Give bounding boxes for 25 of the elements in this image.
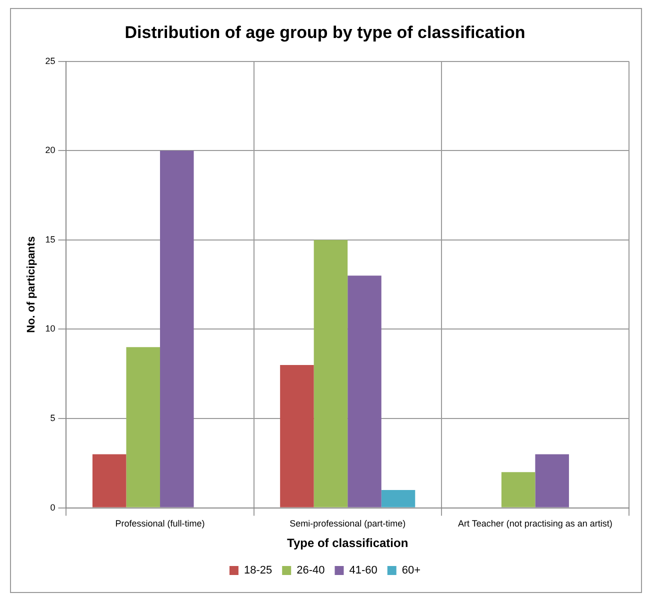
y-axis-title: No. of participants: [26, 236, 38, 333]
x-tick-label: Semi-professional (part-time): [290, 518, 406, 529]
bar: [348, 276, 382, 508]
y-tick-label: 20: [45, 145, 56, 156]
legend-label: 60+: [402, 564, 421, 577]
bar: [160, 150, 194, 508]
bar: [381, 490, 416, 508]
bar: [501, 472, 536, 508]
legend-label: 18-25: [244, 564, 272, 577]
x-axis-title: Type of classification: [287, 536, 408, 550]
x-tick-label: Professional (full-time): [115, 518, 205, 529]
y-tick-label: 25: [45, 56, 56, 66]
bar: [314, 240, 348, 508]
legend-label: 26-40: [296, 564, 325, 577]
y-tick-label: 0: [50, 502, 56, 512]
x-tick-label: Art Teacher (not practising as an artist): [458, 518, 612, 529]
bar: [280, 364, 314, 508]
bar: [92, 454, 126, 508]
bar: [535, 454, 569, 508]
y-tick-label: 10: [45, 324, 56, 334]
chart-title: Distribution of age group by type of classification: [124, 22, 526, 42]
y-tick-label: 5: [50, 413, 56, 424]
legend-label: 41-60: [349, 564, 378, 577]
y-tick-label: 15: [45, 234, 56, 244]
bar: [126, 347, 160, 508]
